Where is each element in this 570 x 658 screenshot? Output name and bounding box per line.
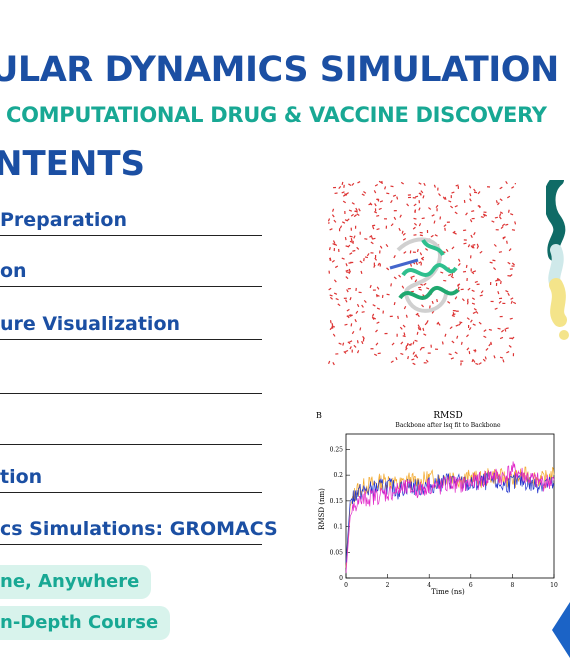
chart-title: RMSD [433,411,462,421]
toc-item[interactable]: Preparation [0,205,262,236]
toc-item[interactable]: tion [0,462,262,493]
x-tick-label: 6 [469,582,473,589]
rmsd-chart: B RMSD Backbone after lsq fit to Backbon… [316,411,558,596]
y-axis-label: RMSD (nm) [318,488,326,530]
page-subtitle: COMPUTATIONAL DRUG & VACCINE DISCOVERY [6,103,547,127]
x-tick-label: 10 [550,582,558,589]
chart-series [345,461,555,573]
toc-item[interactable] [0,363,262,394]
chart-subtitle: Backbone after lsq fit to Backbone [395,422,501,429]
x-tick-label: 4 [427,582,431,589]
toc-item[interactable]: cs Simulations: GROMACS [0,514,278,545]
contents-heading: NTENTS [0,144,146,184]
toc-item-label: Preparation [0,209,127,231]
chart-panel-label: B [316,411,322,420]
solvated-protein-image [328,180,516,366]
page-title: ULAR DYNAMICS SIMULATION C [0,50,570,90]
x-axis-label: Time (ns) [431,588,465,596]
toc-item[interactable] [0,414,262,445]
protein-structure-image [546,180,569,340]
chart-axes: 0 0.05 0.1 0.15 0.2 0.25 0 2 4 6 8 10 [330,433,558,589]
x-tick-label: 8 [510,582,514,589]
x-tick-label: 0 [344,582,348,589]
y-tick-label: 0.1 [333,524,343,531]
pill-badge: ne, Anywhere [0,565,152,599]
pill-badge-label: n-Depth Course [0,612,159,633]
toc-item-label: cs Simulations: GROMACS [0,518,278,540]
plot-frame [345,433,555,579]
x-tick-label: 2 [386,582,390,589]
y-tick-label: 0.05 [330,549,344,556]
y-tick-label: 0.15 [330,498,344,505]
y-tick-label: 0.2 [333,472,343,479]
toc-item[interactable]: ure Visualization [0,309,262,340]
series-line [345,466,555,568]
toc-item-label: ure Visualization [0,313,181,335]
toc-item-label: on [0,260,27,282]
pill-badge-label: ne, Anywhere [0,571,140,592]
toc-item-label: tion [0,466,43,488]
y-tick-label: 0.25 [330,446,344,453]
pill-badge: n-Depth Course [0,606,171,640]
diamond-icon [552,602,570,658]
y-tick-label: 0 [339,575,343,582]
series-line [345,461,555,573]
toc-item[interactable]: on [0,256,262,287]
